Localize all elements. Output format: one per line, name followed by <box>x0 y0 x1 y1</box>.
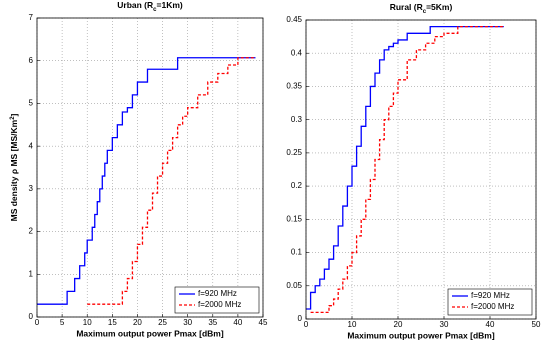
y-tick-label: 1 <box>29 269 34 278</box>
ylabel-part: MS density ρ MS [MS/Km <box>9 119 19 221</box>
title-part: c <box>423 9 427 15</box>
title-part: Rural (R <box>390 2 423 12</box>
x-tick-label: 10 <box>83 318 92 327</box>
y-tick-label: 0.15 <box>286 214 302 223</box>
x-tick-label: 25 <box>158 318 167 327</box>
legend-label: f=920 MHz <box>198 289 237 298</box>
series-line <box>306 25 504 310</box>
title-part: Urban (R <box>117 0 153 10</box>
legend-label: f=2000 MHz <box>471 302 514 311</box>
y-tick-label: 0.2 <box>291 181 303 190</box>
x-tick-label: 0 <box>35 318 40 327</box>
y-tick-label: 0.3 <box>291 115 303 124</box>
axes-box <box>36 17 264 318</box>
title-part: =1Km) <box>157 0 183 10</box>
x-tick-label: 35 <box>208 318 217 327</box>
y-tick-label: 0.25 <box>286 148 302 157</box>
y-tick-label: 2 <box>29 227 34 236</box>
x-axis-label: Maximum output power Pmax [dBm] <box>76 328 224 338</box>
x-tick-label: 50 <box>532 320 541 329</box>
legend-label: f=920 MHz <box>471 291 510 300</box>
y-tick-label: 0 <box>298 314 303 323</box>
x-tick-label: 45 <box>259 318 268 327</box>
ylabel-part: ] <box>9 113 19 116</box>
y-tick-label: 5 <box>29 99 34 108</box>
chart-title: Urban (Rc=1Km) <box>117 0 183 12</box>
ylabel-part: 2 <box>10 116 16 120</box>
y-tick-label: 0.45 <box>286 15 302 24</box>
x-tick-label: 40 <box>233 318 242 327</box>
chart-title: Rural (Rc=5Km) <box>390 2 453 14</box>
series-line <box>87 57 256 305</box>
x-tick-label: 40 <box>486 320 495 329</box>
y-tick-label: 4 <box>29 141 34 150</box>
legend-box <box>174 286 260 314</box>
x-tick-label: 30 <box>440 320 449 329</box>
x-tick-label: 10 <box>348 320 357 329</box>
y-tick-label: 0.05 <box>286 281 302 290</box>
y-axis-label: MS density ρ MS [MS/Km2] <box>9 113 19 221</box>
x-tick-label: 15 <box>108 318 117 327</box>
y-tick-label: 0.4 <box>291 48 303 57</box>
y-tick-label: 0 <box>29 312 34 321</box>
y-tick-label: 0.35 <box>286 82 302 91</box>
x-tick-label: 20 <box>133 318 142 327</box>
x-axis-label: Maximum output power Pmax [dBm] <box>347 330 495 340</box>
x-tick-label: 0 <box>304 320 309 329</box>
plot-area <box>37 18 263 317</box>
legend-label: f=2000 MHz <box>198 300 241 309</box>
y-tick-label: 3 <box>29 184 34 193</box>
x-tick-label: 30 <box>183 318 192 327</box>
series-line <box>37 57 256 305</box>
y-tick-label: 6 <box>29 56 34 65</box>
series-line <box>310 25 504 314</box>
axes-box <box>305 19 537 320</box>
legend-box <box>447 288 533 316</box>
y-tick-label: 7 <box>29 13 34 22</box>
x-tick-label: 20 <box>394 320 403 329</box>
y-tick-label: 0.1 <box>291 248 303 257</box>
x-tick-label: 5 <box>60 318 65 327</box>
title-part: =5Km) <box>426 2 452 12</box>
plot-area <box>306 20 536 319</box>
title-part: c <box>153 7 157 13</box>
